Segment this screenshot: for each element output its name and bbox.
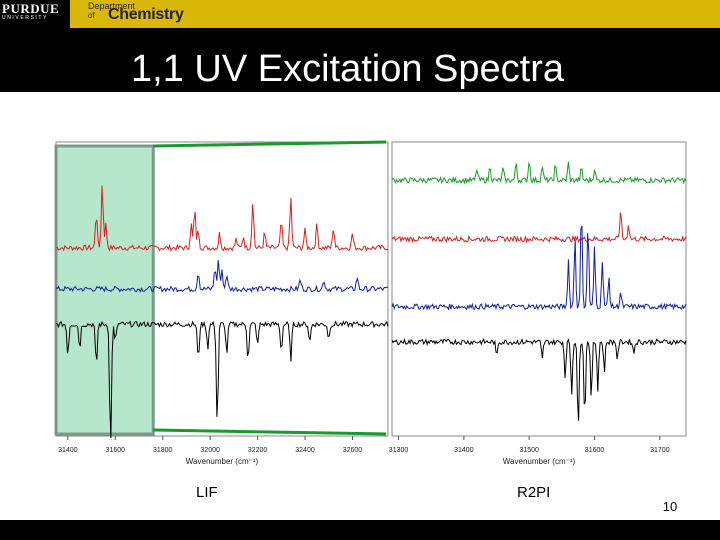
r2pi-plot-frame — [391, 141, 687, 437]
lif-x-axis-label: Wavenumber (cm⁻¹) — [186, 457, 259, 466]
lif-tick-label-32400: 32400 — [295, 447, 315, 454]
department-banner — [70, 0, 720, 28]
department-line-2: of — [88, 11, 95, 20]
purdue-logo: PURDUE UNIVERSITY — [2, 2, 66, 26]
lif-bottom-green-bar — [153, 428, 387, 436]
lif-tick-label-31400: 31400 — [58, 447, 78, 454]
r2pi-tick-label-31700: 31700 — [650, 447, 670, 454]
logo-sub: UNIVERSITY — [2, 15, 49, 21]
r2pi-series-blue — [391, 225, 687, 311]
lif-top-green-bar — [153, 140, 387, 148]
logo-word: PURDUE — [2, 1, 60, 16]
r2pi-tick-label-31400: 31400 — [454, 447, 474, 454]
lif-tick-label-31600: 31600 — [106, 447, 126, 454]
r2pi-tick-label-31600: 31600 — [585, 447, 605, 454]
slide-footer-bar — [0, 520, 720, 540]
r2pi-x-axis-label: Wavenumber (cm⁻¹) — [503, 457, 576, 466]
r2pi-series-black — [391, 337, 687, 421]
page-number: 10 — [662, 499, 678, 514]
lif-series-black — [55, 320, 389, 439]
r2pi-series-red — [391, 212, 687, 244]
lif-tick-label-32200: 32200 — [248, 447, 268, 454]
r2pi-tick-label-31300: 31300 — [389, 447, 409, 454]
department-line-1: Department — [88, 1, 136, 11]
lif-plot-frame — [55, 141, 389, 437]
lif-series-red — [55, 185, 389, 252]
lif-label: LIF — [196, 484, 218, 501]
r2pi-label: R2PI — [517, 484, 551, 501]
lif-tick-label-32600: 32600 — [343, 447, 363, 454]
department-name: Department of Chemistry — [88, 1, 184, 23]
slide-header: PURDUE UNIVERSITY Department of Chemistr… — [0, 0, 720, 28]
lif-tick-label-31800: 31800 — [153, 447, 173, 454]
lif-tick-label-32000: 32000 — [200, 447, 220, 454]
slide-title: 1,1 UV Excitation Spectra — [131, 48, 564, 90]
r2pi-series-green — [391, 161, 687, 185]
r2pi-tick-label-31500: 31500 — [519, 447, 539, 454]
department-line-3: Chemistry — [108, 6, 184, 23]
lif-series-blue — [55, 260, 389, 294]
